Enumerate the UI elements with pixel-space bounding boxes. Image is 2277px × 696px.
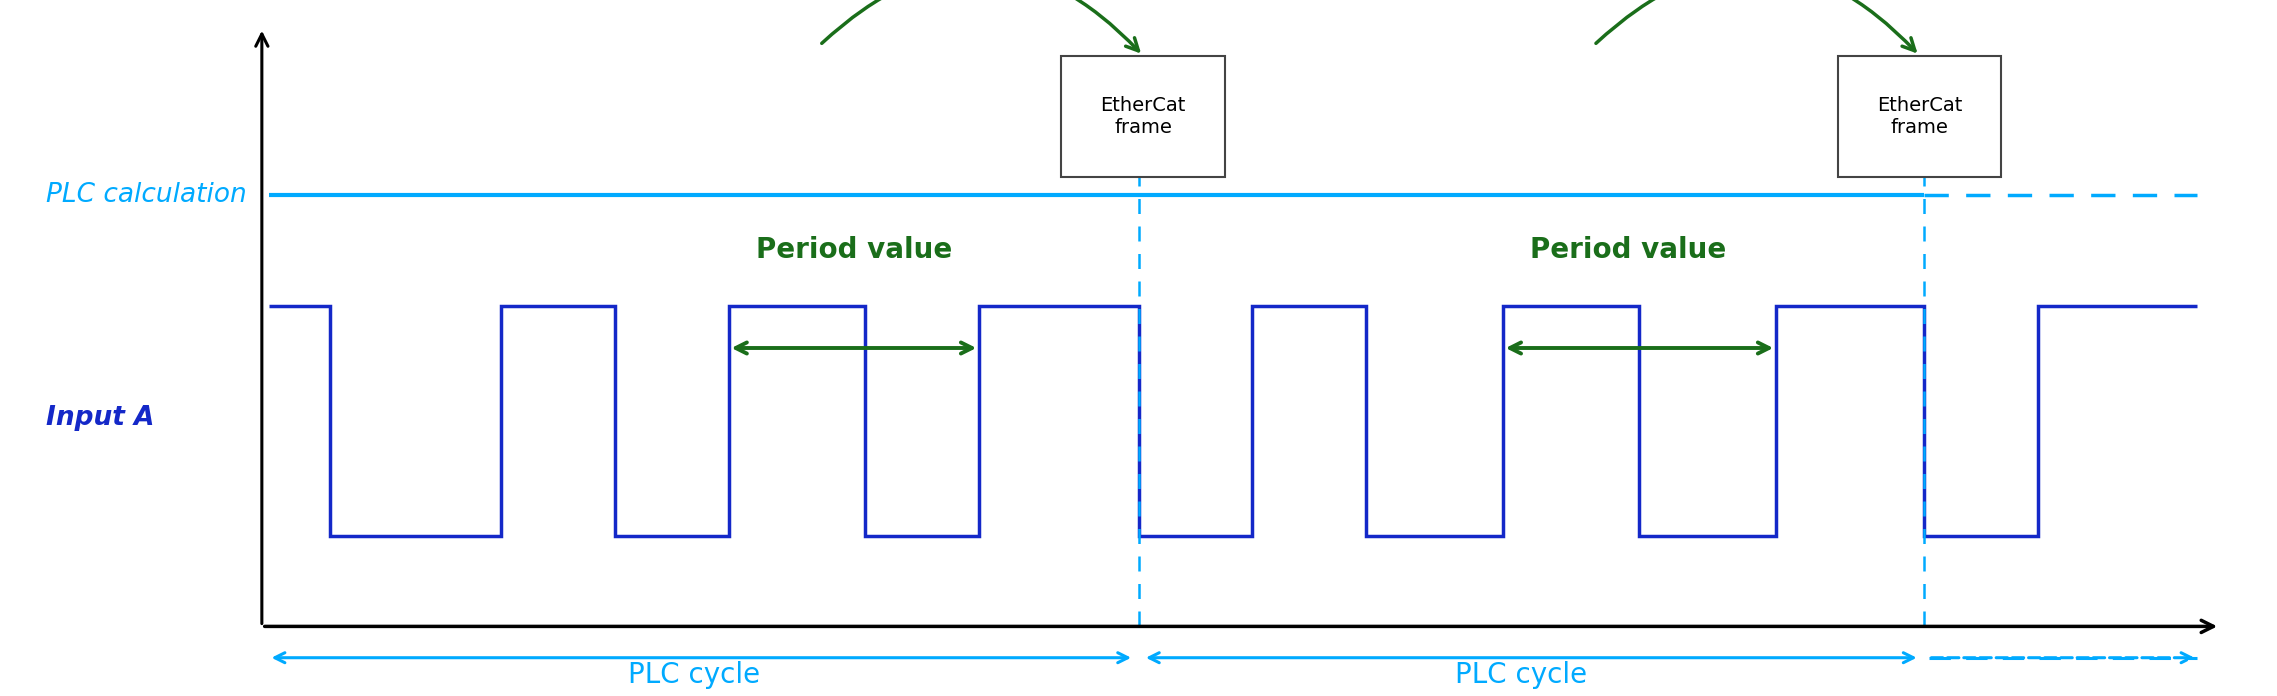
Bar (1061, 56, 1225, 177)
Text: Input A: Input A (46, 404, 155, 431)
Text: PLC calculation: PLC calculation (46, 182, 246, 208)
Text: Period value: Period value (1530, 237, 1726, 264)
Text: EtherCat
frame: EtherCat frame (1100, 96, 1186, 137)
Text: Period value: Period value (756, 237, 952, 264)
Bar (1838, 56, 2001, 177)
Text: PLC cycle: PLC cycle (628, 661, 761, 689)
Text: EtherCat
frame: EtherCat frame (1876, 96, 1963, 137)
Text: PLC cycle: PLC cycle (1455, 661, 1587, 689)
